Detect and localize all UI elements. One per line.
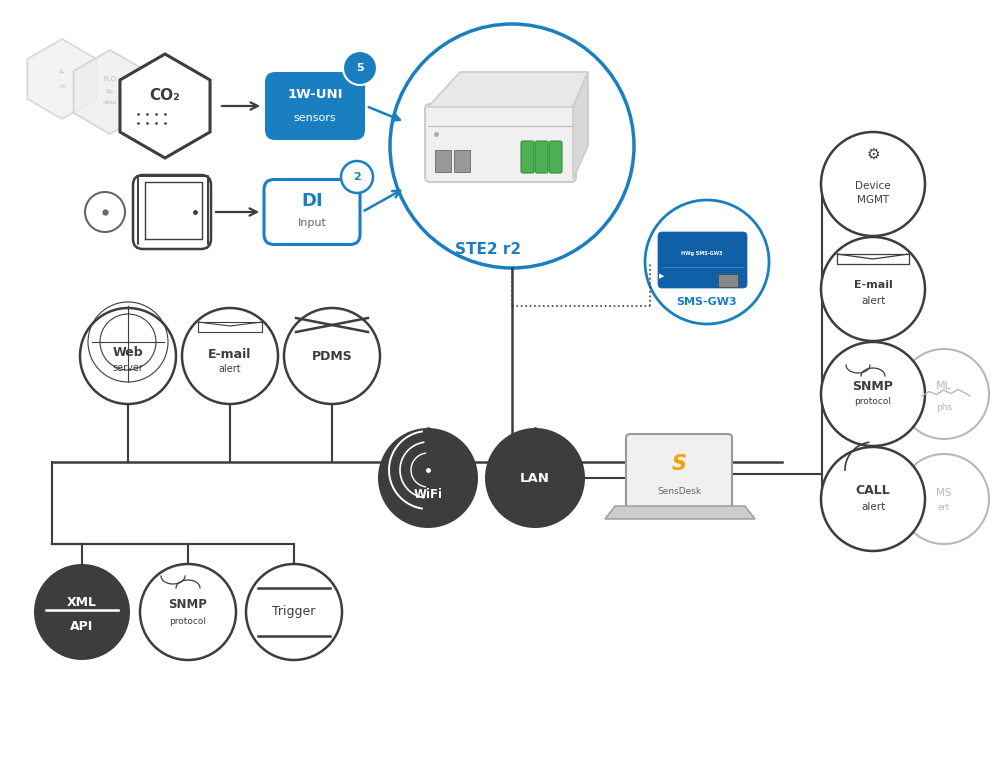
Text: E-mail: E-mail [854,280,892,290]
Circle shape [899,454,989,544]
FancyBboxPatch shape [626,434,732,508]
Text: Web: Web [113,346,143,358]
Text: protocol: protocol [170,618,207,626]
FancyBboxPatch shape [521,141,534,173]
Circle shape [246,564,342,660]
Text: phs: phs [936,404,952,412]
FancyBboxPatch shape [658,232,747,288]
Circle shape [182,308,278,404]
Circle shape [485,428,585,528]
Text: Device: Device [855,181,891,191]
Text: XML: XML [67,596,97,608]
Circle shape [645,200,769,324]
Bar [718,274,738,287]
Text: dete: dete [103,100,117,106]
Bar [435,150,451,172]
Text: protocol: protocol [854,397,892,406]
Text: ert: ert [938,503,950,511]
Text: SNMP: SNMP [169,597,207,611]
Text: Input: Input [298,218,326,228]
Text: 4-: 4- [59,69,65,75]
Text: server: server [113,363,143,373]
Polygon shape [428,72,588,107]
Text: Trigger: Trigger [272,605,316,619]
Text: m: m [59,85,65,89]
Text: ▶: ▶ [659,273,665,279]
Text: STE2 r2: STE2 r2 [455,241,521,256]
Text: alert: alert [861,502,885,512]
Circle shape [341,161,373,193]
Text: ⚙: ⚙ [866,147,880,162]
Circle shape [140,564,236,660]
Text: CO₂: CO₂ [150,89,180,103]
Circle shape [343,51,377,85]
Circle shape [390,24,634,268]
Text: alert: alert [219,364,241,374]
FancyBboxPatch shape [549,141,562,173]
Polygon shape [74,50,146,134]
Circle shape [284,308,380,404]
FancyBboxPatch shape [425,104,576,182]
Text: PDMS: PDMS [312,350,352,362]
Text: ML: ML [936,381,952,391]
Text: HWg SMS-GW3: HWg SMS-GW3 [681,251,723,256]
Text: 1W-UNI: 1W-UNI [287,88,343,100]
Text: SNMP: SNMP [853,379,893,393]
Circle shape [34,564,130,660]
Polygon shape [27,39,97,119]
Bar [454,150,470,172]
Text: SensDesk: SensDesk [657,488,701,496]
FancyBboxPatch shape [133,175,211,249]
Text: sensors: sensors [294,113,336,123]
Circle shape [821,132,925,236]
Text: SMS-GW3: SMS-GW3 [677,297,737,307]
Text: FLO: FLO [104,76,117,82]
Circle shape [80,308,176,404]
Circle shape [85,192,125,232]
Text: MS: MS [936,488,952,498]
Circle shape [899,349,989,439]
Circle shape [821,447,925,551]
Circle shape [821,342,925,446]
Polygon shape [120,54,210,158]
Text: DI: DI [301,192,323,210]
Text: 5: 5 [356,63,364,73]
Text: Sp: Sp [106,89,114,93]
FancyBboxPatch shape [265,72,365,140]
Text: 2: 2 [353,172,361,182]
FancyBboxPatch shape [535,141,548,173]
Circle shape [821,237,925,341]
Text: LAN: LAN [520,471,550,485]
Text: S: S [672,454,686,474]
FancyBboxPatch shape [264,180,360,245]
Text: WiFi: WiFi [414,488,442,500]
Text: MGMT: MGMT [857,195,889,205]
Text: CALL: CALL [856,485,890,498]
Polygon shape [573,72,588,179]
Polygon shape [605,506,755,519]
Text: E-mail: E-mail [208,347,252,361]
Circle shape [378,428,478,528]
Text: alert: alert [861,296,885,306]
Text: API: API [70,619,94,633]
